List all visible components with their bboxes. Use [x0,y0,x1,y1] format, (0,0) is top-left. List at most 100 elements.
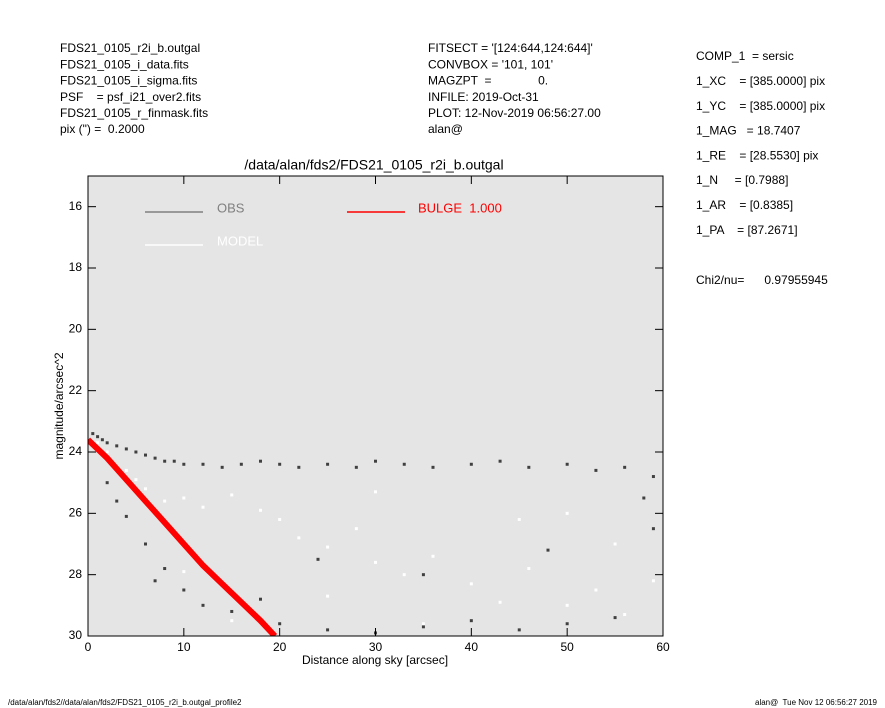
point [431,465,435,469]
point [326,545,330,549]
point [96,435,100,439]
y-axis-label: magnitude/arcsec^2 [52,352,66,459]
point [105,450,109,454]
point [469,462,473,466]
legend-label: BULGE 1.000 [418,200,502,215]
point [527,465,531,469]
point [115,499,119,503]
point [163,459,167,463]
point [144,542,147,546]
header-center-line: alan@ [428,122,463,136]
header-right-line: 1_AR = [0.8385] [696,198,793,212]
point [565,622,569,626]
y-tick-label: 22 [69,383,83,397]
legend-label: OBS [217,200,245,215]
point [124,447,128,451]
header-right-line: 1_YC = [385.0000] pix [696,99,825,113]
point [278,462,282,466]
point [594,588,598,592]
point [153,456,157,460]
point [297,536,301,540]
header-right-line: 1_PA = [87.2671] [696,223,798,237]
header-center-line: CONVBOX = '101, 101' [428,57,553,71]
point [124,514,128,518]
point [124,468,128,472]
legend-label: MODEL [217,233,263,248]
header-center-line: PLOT: 12-Nov-2019 06:56:27.00 [428,106,601,120]
header-center-line: MAGZPT = 0. [428,74,548,88]
point [163,567,167,571]
x-axis-label: Distance along sky [arcsec] [302,653,448,667]
point [172,459,176,463]
point [498,459,502,463]
point [144,487,147,491]
x-tick-label: 30 [369,640,383,654]
point [278,517,282,521]
point [651,527,655,531]
point [96,441,100,445]
header-left-line: FDS21_0105_r_finmask.fits [60,106,208,120]
point [239,462,243,466]
point [623,465,627,469]
footer-left: /data/alan/fds2//data/alan/fds2/FDS21_01… [8,698,242,707]
point [259,508,262,512]
point [517,628,521,632]
point [105,481,109,485]
point [278,622,282,626]
point [613,616,617,620]
point [651,475,655,479]
point [201,505,205,509]
point [421,573,425,577]
point [354,527,358,531]
y-tick-label: 24 [69,444,83,458]
header-left-line: FDS21_0105_i_data.fits [60,57,189,71]
point [134,478,138,482]
header-left-line: pix (") = 0.2000 [60,122,145,136]
point [374,560,377,564]
point [469,582,473,586]
point [220,465,224,469]
point [230,609,234,613]
point [134,450,138,454]
point [431,554,435,558]
header-right-line: 1_MAG = 18.7407 [696,124,801,138]
y-tick-label: 26 [69,506,83,520]
header-center-line: INFILE: 2019-Oct-31 [428,90,539,104]
point [105,441,109,445]
point [91,432,95,436]
point [326,462,330,466]
plot-background [88,176,663,636]
point [316,557,320,561]
header-left-line: FDS21_0105_i_sigma.fits [60,74,197,88]
point [163,499,167,503]
header-right-line: 1_RE = [28.5530] pix [696,148,818,162]
point [402,462,406,466]
point [546,548,550,552]
header-right-line: COMP_1 = sersic [696,49,794,63]
point [469,619,473,623]
y-tick-label: 20 [69,322,83,336]
point [354,465,358,469]
x-tick-label: 60 [656,640,670,654]
x-tick-label: 50 [560,640,574,654]
x-tick-label: 40 [465,640,479,654]
point [642,496,646,500]
point [402,573,406,577]
point [623,613,627,617]
point [230,619,234,623]
header-right-line: 1_N = [0.7988] [696,173,788,187]
point [527,567,531,571]
point [421,625,425,629]
point [182,588,186,592]
footer-right: alan@ Tue Nov 12 06:56:27 2019 [755,698,878,707]
point [115,444,119,448]
point [182,462,186,466]
point [498,600,502,604]
point [201,462,205,466]
point [594,468,598,472]
point [201,603,205,607]
chart-title: /data/alan/fds2/FDS21_0105_r2i_b.outgal [244,157,503,173]
header-center-line: FITSECT = '[124:644,124:644]' [428,41,593,55]
point [182,570,186,574]
